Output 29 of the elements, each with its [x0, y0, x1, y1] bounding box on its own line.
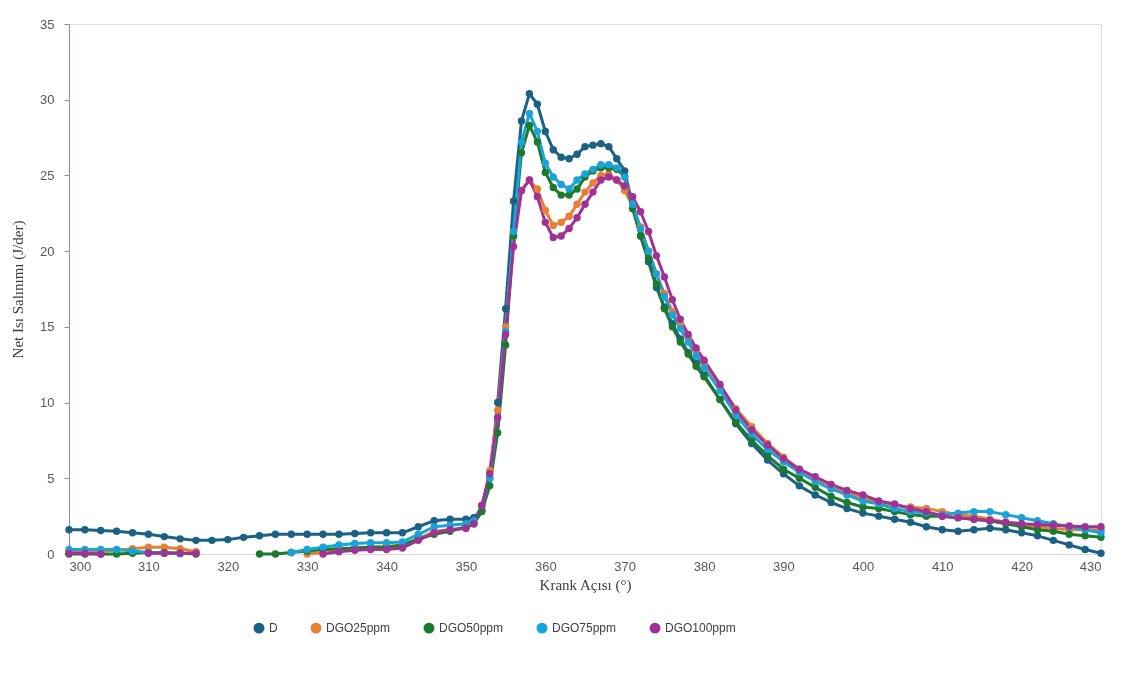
y-tick-label: 25 — [40, 167, 55, 183]
y-axis-title: Net Isı Salınımı (J/der) — [10, 220, 28, 359]
x-tick-label: 360 — [534, 558, 557, 574]
y-tick-label: 30 — [40, 92, 55, 108]
x-tick-label: 340 — [376, 558, 398, 574]
x-tick-label: 370 — [614, 558, 637, 574]
y-tick-label: 20 — [40, 243, 55, 259]
legend-label: DGO100ppm — [665, 621, 736, 636]
y-tick-label: 10 — [40, 395, 55, 411]
x-tick-label: 430 — [1079, 558, 1102, 574]
x-tick-label: 320 — [217, 558, 240, 574]
legend-label: DGO75ppm — [552, 621, 617, 636]
x-tick-label: 420 — [1011, 558, 1033, 574]
x-tick-label: 410 — [931, 558, 954, 574]
x-tick-label: 380 — [693, 558, 716, 574]
x-tick-label: 310 — [138, 558, 160, 574]
y-tick-label: 15 — [40, 319, 55, 335]
x-tick-label: 400 — [852, 558, 875, 574]
x-tick-label: 350 — [455, 558, 478, 574]
x-tick-label: 390 — [773, 558, 795, 574]
y-tick-label: 35 — [40, 16, 55, 32]
x-tick-label: 300 — [69, 558, 92, 574]
legend-label: DGO25ppm — [326, 621, 391, 636]
y-tick-label: 5 — [47, 470, 55, 486]
y-tick-label: 0 — [47, 546, 55, 562]
legend-label: DGO50ppm — [439, 621, 504, 636]
x-axis-title: Krank Açısı (°) — [539, 576, 632, 594]
x-tick-label: 330 — [296, 558, 319, 574]
legend-label: D — [269, 621, 278, 636]
